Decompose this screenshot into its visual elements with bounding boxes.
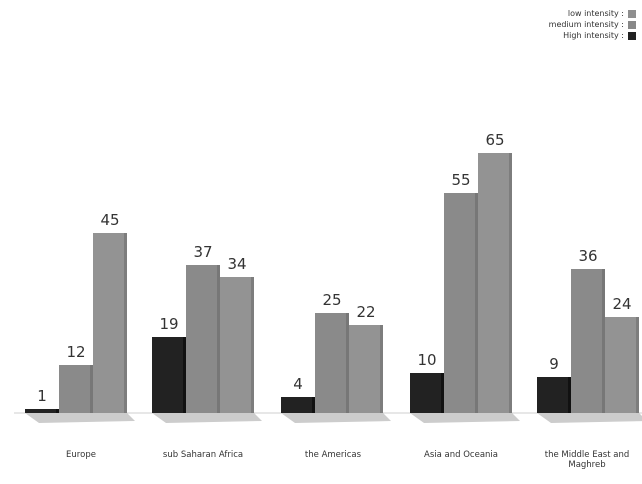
legend-swatch-high: [628, 31, 636, 40]
bar-edge: [124, 233, 127, 413]
bar-shadow: [281, 413, 391, 423]
value-label: 45: [100, 211, 119, 229]
bar-medium: [59, 365, 93, 413]
bar-edge: [568, 377, 571, 413]
value-label: 19: [159, 315, 178, 333]
bar-medium: [444, 193, 478, 413]
bar-high: [281, 397, 315, 413]
legend-label-low: low intensity :: [567, 9, 624, 18]
bar-edge: [312, 397, 315, 413]
value-label: 36: [578, 247, 597, 265]
category-label-europe: Europe: [66, 450, 96, 460]
bar-edge: [380, 325, 383, 413]
bar-shadow: [410, 413, 520, 423]
legend: low intensity : medium intensity : High …: [436, 8, 636, 41]
value-label: 10: [417, 351, 436, 369]
value-label: 4: [293, 375, 303, 393]
value-label: 25: [322, 291, 341, 309]
legend-label-high: High intensity :: [563, 31, 624, 40]
bar-shadow: [25, 413, 135, 423]
value-label: 9: [549, 355, 559, 373]
legend-item-high: High intensity :: [436, 30, 636, 41]
bar-edge: [602, 269, 605, 413]
value-label: 24: [612, 295, 631, 313]
value-label: 12: [66, 343, 85, 361]
value-label: 55: [451, 171, 470, 189]
legend-label-medium: medium intensity :: [548, 20, 624, 29]
bar-edge: [183, 337, 186, 413]
bar-shadow: [537, 413, 642, 423]
value-label: 37: [193, 243, 212, 261]
bar-edge: [475, 193, 478, 413]
legend-item-low: low intensity :: [436, 8, 636, 19]
bar-medium: [186, 265, 220, 413]
bar-edge: [509, 153, 512, 413]
bar-edge: [636, 317, 639, 413]
bar-edge: [251, 277, 254, 413]
value-label: 34: [227, 255, 246, 273]
value-label: 1: [37, 387, 47, 405]
bar-edge: [441, 373, 444, 413]
bar-high: [25, 409, 59, 413]
bar-edge: [90, 365, 93, 413]
value-label: 22: [356, 303, 375, 321]
category-label-middle-east-maghreb: the Middle East and Maghreb: [544, 450, 630, 470]
legend-swatch-medium: [628, 20, 636, 29]
bar-shadow: [152, 413, 262, 423]
bar-low: [220, 277, 254, 413]
bar-low: [605, 317, 639, 413]
bar-edge: [217, 265, 220, 413]
bar-high: [410, 373, 444, 413]
category-label-asia-oceania: Asia and Oceania: [424, 450, 498, 460]
bar-edge: [56, 409, 59, 413]
category-label-americas: the Americas: [304, 450, 362, 460]
bar-low: [478, 153, 512, 413]
legend-item-medium: medium intensity :: [436, 19, 636, 30]
bar-high: [537, 377, 571, 413]
bar-medium: [315, 313, 349, 413]
bar-low: [349, 325, 383, 413]
bar-medium: [571, 269, 605, 413]
legend-swatch-low: [628, 9, 636, 18]
bar-high: [152, 337, 186, 413]
value-label: 65: [485, 131, 504, 149]
bar-edge: [346, 313, 349, 413]
category-label-sub-saharan-africa: sub Saharan Africa: [162, 450, 244, 460]
bar-low: [93, 233, 127, 413]
